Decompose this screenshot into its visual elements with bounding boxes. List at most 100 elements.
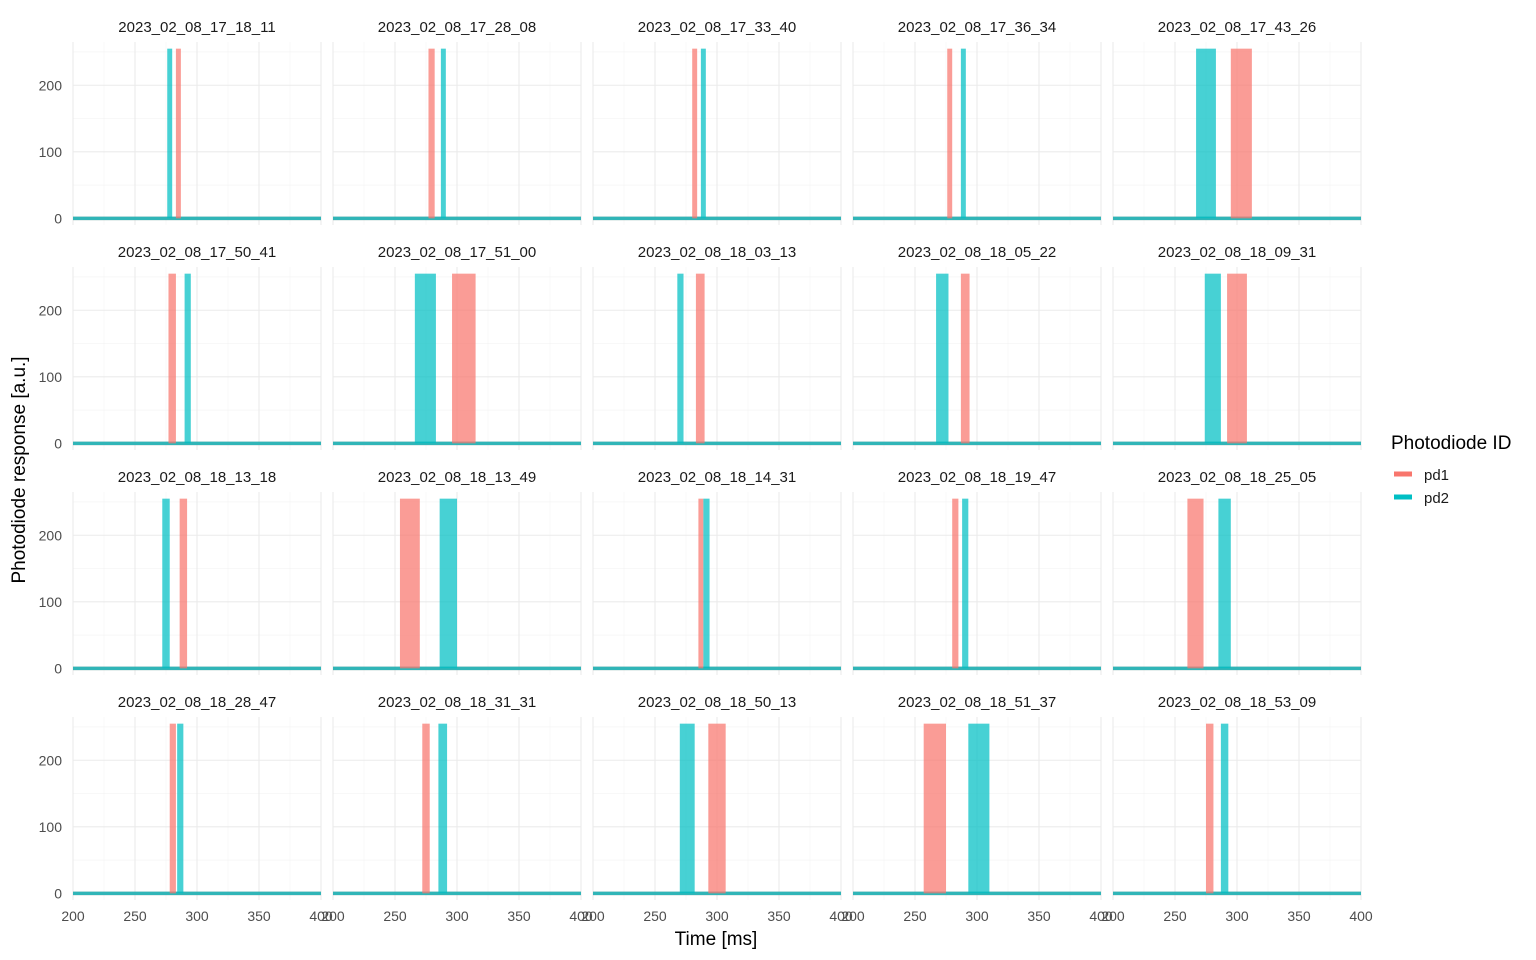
pulse-pd2 xyxy=(679,723,695,894)
panel-title: 2023_02_08_18_31_31 xyxy=(378,694,537,711)
pulse-pd2 xyxy=(162,498,170,669)
y-tick-label: 0 xyxy=(54,210,62,226)
x-tick-label: 250 xyxy=(383,908,407,924)
pulse-pd1 xyxy=(168,273,176,444)
x-tick-label: 200 xyxy=(1101,908,1125,924)
pulse-pd2 xyxy=(960,48,966,219)
y-tick-label: 0 xyxy=(54,885,62,901)
pulse-pd1 xyxy=(1206,723,1214,894)
pulse-pd1 xyxy=(952,498,959,669)
legend-label-pd1: pd1 xyxy=(1424,467,1449,484)
facet-panel: 2023_02_08_18_25_05 xyxy=(1112,469,1362,675)
pulse-pd1 xyxy=(399,498,420,669)
pulse-pd1 xyxy=(175,48,181,219)
y-tick-label: 100 xyxy=(39,144,63,160)
legend-title: Photodiode ID xyxy=(1391,433,1511,454)
facet-panel: 2023_02_08_18_51_37 200 250 300 350 400 xyxy=(841,694,1113,924)
facet-panel: 2023_02_08_17_50_41 0 100 200 xyxy=(39,244,322,451)
panel-title: 2023_02_08_17_51_00 xyxy=(378,244,537,261)
pulse-pd1 xyxy=(422,723,430,894)
panel-title: 2023_02_08_18_13_49 xyxy=(378,469,537,486)
pulse-pd1 xyxy=(1227,273,1247,444)
facet-panel: 2023_02_08_17_36_34 xyxy=(852,19,1102,225)
pulse-pd1 xyxy=(708,723,726,894)
pulse-pd1 xyxy=(698,498,704,669)
pulse-pd1 xyxy=(1187,498,1204,669)
panel-title: 2023_02_08_17_43_26 xyxy=(1158,19,1317,36)
pulse-pd2 xyxy=(414,273,436,444)
x-tick-label: 350 xyxy=(1287,908,1311,924)
pulse-pd2 xyxy=(1220,723,1229,894)
facet-panel: 2023_02_08_17_51_00 xyxy=(332,244,582,450)
pulse-pd1 xyxy=(947,48,953,219)
x-tick-label: 200 xyxy=(61,908,85,924)
pulse-pd2 xyxy=(1218,498,1231,669)
x-axis-title: Time [ms] xyxy=(675,929,758,950)
pulse-pd1 xyxy=(169,723,176,894)
panel-title: 2023_02_08_18_09_31 xyxy=(1158,244,1317,261)
y-axis-title: Photodiode response [a.u.] xyxy=(9,356,30,583)
pulse-pd2 xyxy=(677,273,684,444)
panel-title: 2023_02_08_18_05_22 xyxy=(898,244,1057,261)
facet-panel: 2023_02_08_18_19_47 xyxy=(852,469,1102,675)
panel-title: 2023_02_08_18_28_47 xyxy=(118,694,277,711)
facet-panel: 2023_02_08_18_13_18 0 100 200 xyxy=(39,469,322,676)
pulse-pd1 xyxy=(960,273,970,444)
panel-title: 2023_02_08_17_28_08 xyxy=(378,19,537,36)
panel-title: 2023_02_08_18_50_13 xyxy=(638,694,797,711)
pulse-pd2 xyxy=(1204,273,1221,444)
pulse-pd2 xyxy=(167,48,173,219)
facet-panel: 2023_02_08_18_50_13 200 250 300 350 400 xyxy=(581,694,853,924)
x-tick-label: 200 xyxy=(581,908,605,924)
facet-panel: 2023_02_08_17_33_40 xyxy=(592,19,842,225)
pulse-pd2 xyxy=(703,498,710,669)
facet-panel: 2023_02_08_18_14_31 xyxy=(592,469,842,675)
pulse-pd2 xyxy=(936,273,949,444)
x-tick-label: 300 xyxy=(1225,908,1249,924)
x-tick-label: 300 xyxy=(185,908,209,924)
facet-panel: 2023_02_08_18_53_09 200 250 300 350 400 xyxy=(1101,694,1373,924)
x-tick-label: 200 xyxy=(321,908,345,924)
pulse-pd2 xyxy=(439,498,457,669)
y-tick-label: 200 xyxy=(39,527,63,543)
y-tick-label: 0 xyxy=(54,660,62,676)
panel-title: 2023_02_08_17_18_11 xyxy=(118,19,275,36)
x-tick-label: 400 xyxy=(829,908,853,924)
panel-title: 2023_02_08_18_19_47 xyxy=(898,469,1057,486)
x-tick-label: 250 xyxy=(1163,908,1187,924)
pulse-pd1 xyxy=(1230,48,1252,219)
x-tick-label: 400 xyxy=(309,908,333,924)
pulse-pd2 xyxy=(700,48,706,219)
pulse-pd2 xyxy=(184,273,191,444)
facet-panel: 2023_02_08_18_03_13 xyxy=(592,244,842,450)
x-tick-label: 350 xyxy=(767,908,791,924)
pulse-pd2 xyxy=(438,723,448,894)
y-tick-label: 200 xyxy=(39,302,63,318)
facet-panels: 2023_02_08_17_18_11 0 100 200 2023_02_08_17_… xyxy=(39,19,1373,924)
facet-panel: 2023_02_08_17_43_26 xyxy=(1112,19,1362,225)
panel-title: 2023_02_08_18_25_05 xyxy=(1158,469,1317,486)
x-tick-label: 300 xyxy=(705,908,729,924)
pulse-pd1 xyxy=(695,273,705,444)
facet-panel: 2023_02_08_18_05_22 xyxy=(852,244,1102,450)
pulse-pd1 xyxy=(452,273,476,444)
panel-title: 2023_02_08_18_14_31 xyxy=(638,469,797,486)
y-tick-label: 100 xyxy=(39,594,63,610)
y-tick-label: 0 xyxy=(54,435,62,451)
panel-title: 2023_02_08_17_50_41 xyxy=(118,244,277,261)
facet-panel: 2023_02_08_17_28_08 xyxy=(332,19,582,225)
panel-title: 2023_02_08_18_03_13 xyxy=(638,244,797,261)
x-tick-label: 300 xyxy=(965,908,989,924)
legend: Photodiode ID pd1 pd2 xyxy=(1391,433,1511,507)
panel-title: 2023_02_08_17_33_40 xyxy=(638,19,797,36)
pulse-pd2 xyxy=(1196,48,1216,219)
facet-panel: 2023_02_08_18_09_31 xyxy=(1112,244,1362,450)
pulse-pd2 xyxy=(177,723,184,894)
x-tick-label: 300 xyxy=(445,908,469,924)
facet-panel: 2023_02_08_18_28_47 0 100 200 200 250 300 350 40… xyxy=(39,694,333,924)
x-tick-label: 250 xyxy=(123,908,147,924)
pulse-pd1 xyxy=(428,48,435,219)
y-tick-label: 200 xyxy=(39,77,63,93)
panel-title: 2023_02_08_18_13_18 xyxy=(118,469,277,486)
